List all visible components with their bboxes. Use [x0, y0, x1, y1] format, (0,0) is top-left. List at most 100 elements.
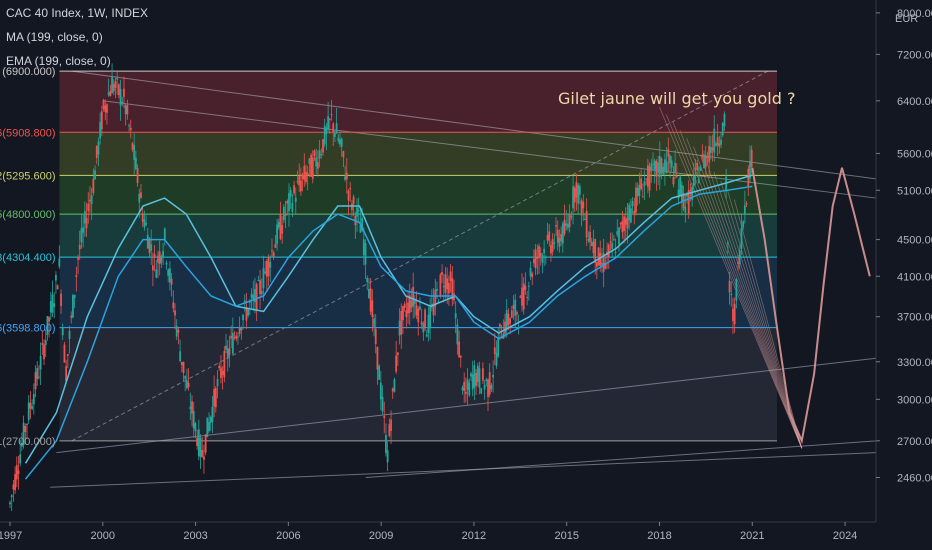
candle-body	[558, 237, 561, 247]
candle-body	[29, 402, 32, 409]
y-axis[interactable]: 8000.000 7200.000 6400.000 5600.000 5100.000…	[875, 0, 932, 550]
candle-body	[172, 302, 175, 309]
candle-body	[308, 158, 311, 164]
candle-body	[298, 175, 301, 186]
candle-body	[368, 288, 370, 299]
candle-body	[22, 422, 25, 445]
candle-body	[424, 309, 426, 329]
candle-body	[99, 121, 102, 139]
x-axis[interactable]: 1997 2000 2003 2006 2009 2012 2015 2018 2021 2024	[0, 521, 932, 550]
candle-body	[46, 316, 49, 336]
candle-body	[158, 251, 161, 265]
candle-body	[417, 309, 420, 323]
candle-body	[206, 417, 209, 437]
candle-body	[315, 157, 318, 167]
x-tick-label: 2003	[183, 530, 207, 542]
candle-body	[121, 101, 124, 104]
candle-body	[466, 379, 469, 390]
candle-body	[374, 328, 377, 345]
candle-body	[192, 410, 195, 429]
candle-body	[48, 317, 51, 322]
candle-body	[204, 434, 207, 453]
candle-body	[539, 252, 542, 256]
candle-body	[335, 122, 338, 134]
candle-body	[90, 195, 93, 205]
candle-body	[194, 423, 197, 432]
candle-body	[119, 89, 122, 106]
candle-body	[733, 303, 736, 325]
candle-body	[12, 484, 15, 490]
candle-body	[191, 401, 193, 414]
candle-body	[742, 221, 745, 228]
candle-body	[78, 244, 81, 250]
candle-body	[322, 139, 324, 153]
candle-body	[735, 279, 738, 301]
candle-body	[607, 244, 610, 258]
candle-body	[316, 162, 319, 169]
candle-body	[599, 252, 602, 266]
candle-body	[97, 141, 100, 155]
candle-body	[140, 192, 142, 198]
candle-body	[294, 197, 297, 203]
candle-body	[505, 310, 508, 331]
candle-body	[141, 213, 144, 222]
fib-zone	[59, 214, 778, 258]
candle-body	[541, 255, 544, 263]
candle-body	[706, 156, 709, 158]
candle-body	[272, 252, 275, 258]
candle-body	[250, 293, 253, 298]
candle-body	[561, 223, 564, 244]
candle-body	[393, 379, 396, 392]
candle-body	[660, 158, 663, 173]
candle-body	[211, 406, 214, 422]
candle-body	[648, 166, 651, 191]
candle-body	[284, 213, 287, 216]
candle-body	[169, 268, 171, 283]
candle-body	[747, 168, 750, 187]
candle-body	[672, 177, 675, 185]
candle-body	[713, 128, 716, 153]
candle-body	[318, 150, 321, 159]
candle-body	[456, 324, 459, 345]
candle-body	[413, 300, 416, 305]
candle-body	[718, 143, 721, 147]
candle-body	[184, 375, 187, 379]
candle-body	[446, 278, 449, 290]
candle-body	[77, 256, 79, 260]
candle-body	[214, 388, 217, 408]
candle-body	[89, 199, 91, 202]
candle-body	[199, 437, 202, 458]
fib-zone	[59, 132, 778, 176]
candle-body	[398, 320, 401, 336]
candle-body	[385, 434, 387, 454]
candle-body	[180, 361, 183, 366]
candle-body	[738, 250, 741, 265]
candle-body	[221, 370, 224, 375]
candle-body	[492, 374, 495, 378]
candle-body	[510, 310, 513, 318]
y-tick-label: 5600.000	[897, 148, 932, 160]
candle-body	[388, 424, 391, 436]
candle-body	[529, 267, 532, 277]
candle-body	[512, 304, 515, 309]
candle-body	[636, 187, 639, 197]
candle-body	[480, 388, 483, 394]
ma-legend[interactable]: MA (199, close, 0)	[6, 30, 103, 44]
candle-body	[420, 321, 423, 325]
candle-body	[369, 288, 372, 312]
trend-line	[50, 452, 877, 488]
candle-body	[572, 186, 574, 209]
candle-body	[451, 277, 454, 300]
candle-body	[34, 372, 37, 390]
ema-legend[interactable]: EMA (199, close, 0)	[6, 54, 111, 68]
candle-body	[303, 165, 306, 181]
candle-body	[112, 84, 115, 92]
candle-body	[179, 351, 182, 362]
candle-body	[449, 271, 452, 281]
candle-body	[238, 327, 241, 334]
candle-body	[497, 337, 500, 357]
candle-body	[390, 419, 392, 431]
candle-body	[51, 294, 54, 313]
candle-body	[325, 127, 328, 135]
